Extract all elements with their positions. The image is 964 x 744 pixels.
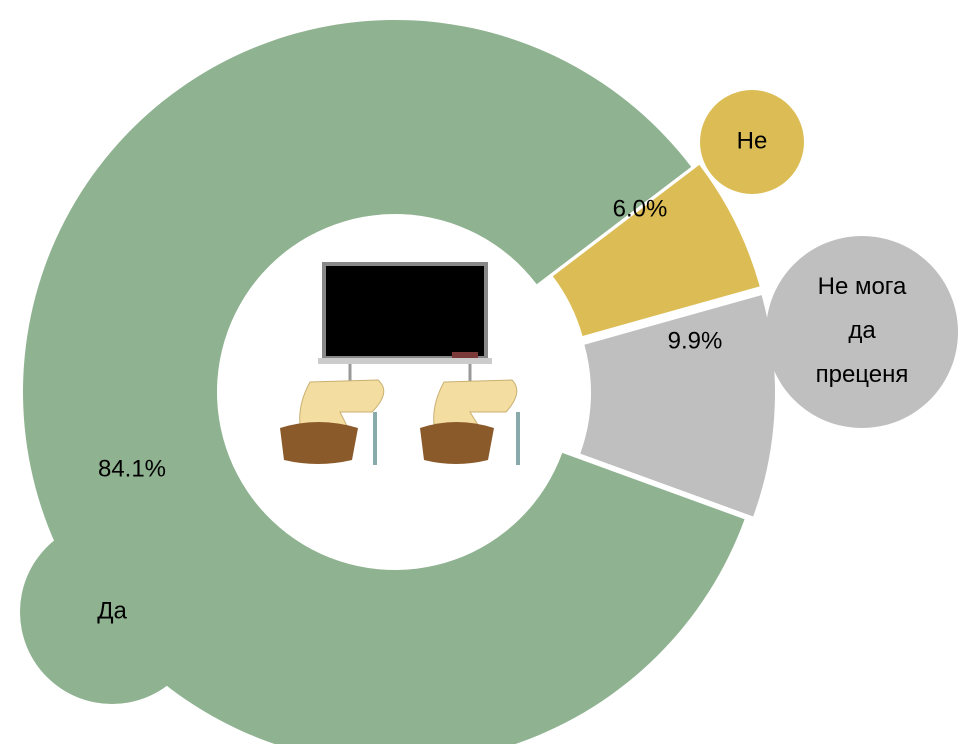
slice — [552, 164, 760, 336]
slice — [580, 295, 775, 517]
category-label: Да — [97, 597, 127, 624]
desk — [299, 379, 385, 429]
chair — [420, 422, 494, 464]
category-label: Не мога да преценя — [816, 273, 909, 388]
board-tray — [318, 358, 492, 364]
category-label: Не — [737, 127, 768, 154]
slices — [20, 20, 958, 744]
label-bubble — [700, 90, 804, 194]
slice — [23, 20, 745, 744]
label-bubble — [766, 236, 958, 428]
desk — [433, 379, 518, 429]
value-label: 9.9% — [668, 327, 723, 354]
eraser — [452, 352, 478, 358]
chair — [280, 422, 358, 464]
value-label: 84.1% — [98, 455, 166, 482]
classroom-icon — [280, 262, 520, 465]
board — [326, 266, 484, 356]
value-label: 6.0% — [613, 195, 668, 222]
